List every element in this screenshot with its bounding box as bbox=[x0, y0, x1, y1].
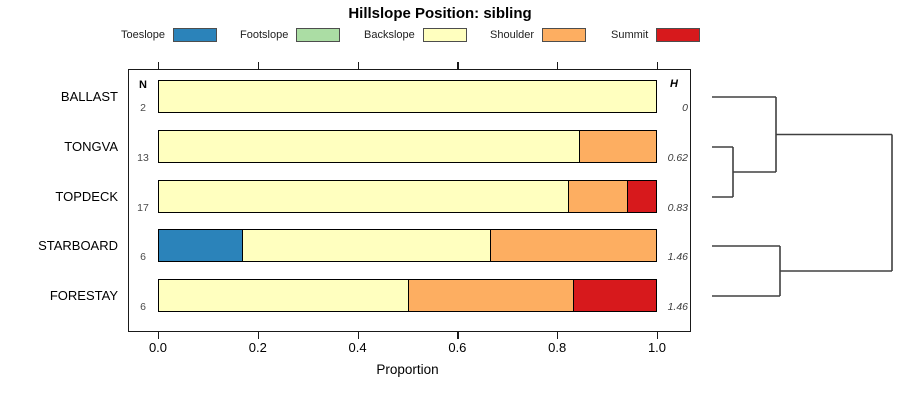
axis-tick-bottom bbox=[657, 332, 659, 339]
bar-starboard bbox=[158, 229, 657, 262]
bar-tongva bbox=[158, 130, 657, 163]
axis-tick-bottom bbox=[557, 332, 559, 339]
legend-label: Toeslope bbox=[121, 29, 166, 41]
legend-item-toeslope: Toeslope bbox=[121, 28, 218, 42]
axis-tick-top bbox=[657, 62, 659, 69]
h-value: 1.46 bbox=[667, 301, 688, 313]
row-label-topdeck: TOPDECK bbox=[55, 189, 118, 204]
n-value: 6 bbox=[140, 251, 146, 263]
axis-tick-bottom bbox=[457, 332, 459, 339]
bar-segment-shoulder bbox=[568, 181, 627, 212]
plot-area-border bbox=[128, 69, 691, 332]
legend-item-backslope: Backslope bbox=[364, 28, 467, 42]
n-value: 6 bbox=[140, 301, 146, 313]
bar-segment-shoulder bbox=[579, 131, 656, 162]
bar-segment-backslope bbox=[159, 81, 656, 112]
x-axis-title: Proportion bbox=[376, 362, 439, 377]
h-value: 0 bbox=[682, 102, 688, 114]
bar-ballast bbox=[158, 80, 657, 113]
bar-topdeck bbox=[158, 180, 657, 213]
bar-segment-summit bbox=[573, 280, 656, 311]
bar-segment-toeslope bbox=[159, 230, 242, 261]
axis-tick-top bbox=[257, 62, 259, 69]
n-column-header: N bbox=[139, 79, 147, 91]
axis-tick-label: 0.4 bbox=[348, 340, 367, 355]
legend-item-footslope: Footslope bbox=[240, 28, 341, 42]
legend-label: Summit bbox=[611, 29, 649, 41]
bar-segment-backslope bbox=[241, 230, 491, 261]
legend-swatch-shoulder-icon bbox=[542, 28, 587, 42]
axis-tick-label: 0.8 bbox=[548, 340, 567, 355]
axis-tick-label: 0.6 bbox=[448, 340, 467, 355]
legend-label: Footslope bbox=[240, 29, 289, 41]
axis-tick-top bbox=[557, 62, 559, 69]
row-label-starboard: STARBOARD bbox=[38, 238, 118, 253]
n-value: 13 bbox=[137, 152, 149, 164]
h-value: 0.83 bbox=[667, 202, 688, 214]
row-label-ballast: BALLAST bbox=[60, 89, 118, 104]
legend-label: Shoulder bbox=[490, 29, 535, 41]
dendrogram-lines bbox=[712, 96, 893, 297]
bar-segment-shoulder bbox=[490, 230, 656, 261]
h-value: 1.46 bbox=[667, 251, 688, 263]
legend-swatch-toeslope-icon bbox=[173, 28, 218, 42]
row-label-tongva: TONGVA bbox=[64, 139, 118, 154]
legend-item-summit: Summit bbox=[611, 28, 701, 42]
bar-segment-summit bbox=[626, 181, 656, 212]
axis-tick-label: 0.0 bbox=[148, 340, 168, 355]
axis-tick-label: 1.0 bbox=[647, 340, 667, 355]
h-value: 0.62 bbox=[667, 152, 688, 164]
legend-swatch-summit-icon bbox=[656, 28, 701, 42]
row-label-forestay: FORESTAY bbox=[49, 288, 118, 303]
axis-tick-top bbox=[357, 62, 359, 69]
bar-segment-shoulder bbox=[407, 280, 574, 311]
n-value: 17 bbox=[137, 202, 149, 214]
n-value: 2 bbox=[140, 102, 146, 114]
axis-tick-top bbox=[158, 62, 160, 69]
chart-title: Hillslope Position: sibling bbox=[348, 5, 532, 22]
legend-label: Backslope bbox=[364, 29, 415, 41]
h-column-header: H bbox=[670, 78, 678, 90]
bar-segment-backslope bbox=[159, 280, 408, 311]
bar-segment-backslope bbox=[159, 181, 569, 212]
axis-tick-bottom bbox=[257, 332, 259, 339]
axis-tick-top bbox=[457, 62, 459, 69]
axis-tick-label: 0.2 bbox=[248, 340, 267, 355]
legend-item-shoulder: Shoulder bbox=[490, 28, 587, 42]
axis-tick-bottom bbox=[158, 332, 160, 339]
legend-swatch-backslope-icon bbox=[422, 28, 467, 42]
axis-tick-bottom bbox=[357, 332, 359, 339]
legend-swatch-footslope-icon bbox=[296, 28, 341, 42]
bar-forestay bbox=[158, 279, 657, 312]
bar-segment-backslope bbox=[159, 131, 580, 162]
